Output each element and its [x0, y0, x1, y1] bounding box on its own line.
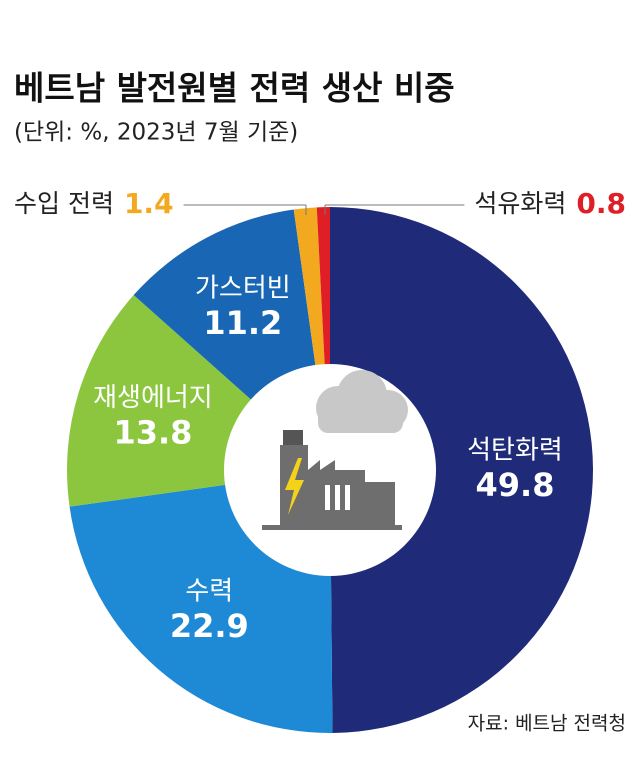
value-label: 0.8 — [576, 187, 626, 220]
slice — [133, 209, 317, 404]
slice — [293, 207, 325, 371]
slice — [67, 295, 256, 507]
chart-subtitle: (단위: %, 2023년 7월 기준) — [14, 120, 298, 146]
value-label: 13.8 — [113, 413, 192, 451]
value-label: 11.2 — [203, 304, 282, 342]
factory-icon — [262, 370, 408, 530]
slice-label: 가스터빈 — [195, 273, 291, 303]
slice — [330, 207, 593, 733]
slice — [69, 483, 333, 733]
slice — [316, 207, 330, 371]
value-label: 1.4 — [124, 187, 174, 220]
slices — [67, 207, 593, 733]
value-label: 22.9 — [170, 607, 249, 645]
slice-label: 수입 전력 — [14, 189, 114, 218]
slice-label: 수력 — [185, 577, 233, 607]
slice-label: 재생에너지 — [93, 383, 213, 413]
source: 자료: 베트남 전력청 — [468, 713, 626, 735]
slice-label: 석유화력 — [474, 189, 566, 218]
value-label: 49.8 — [476, 466, 555, 504]
slice-label: 석탄화력 — [467, 436, 563, 466]
chart-title: 베트남 발전원별 전력 생산 비중 — [14, 69, 455, 108]
